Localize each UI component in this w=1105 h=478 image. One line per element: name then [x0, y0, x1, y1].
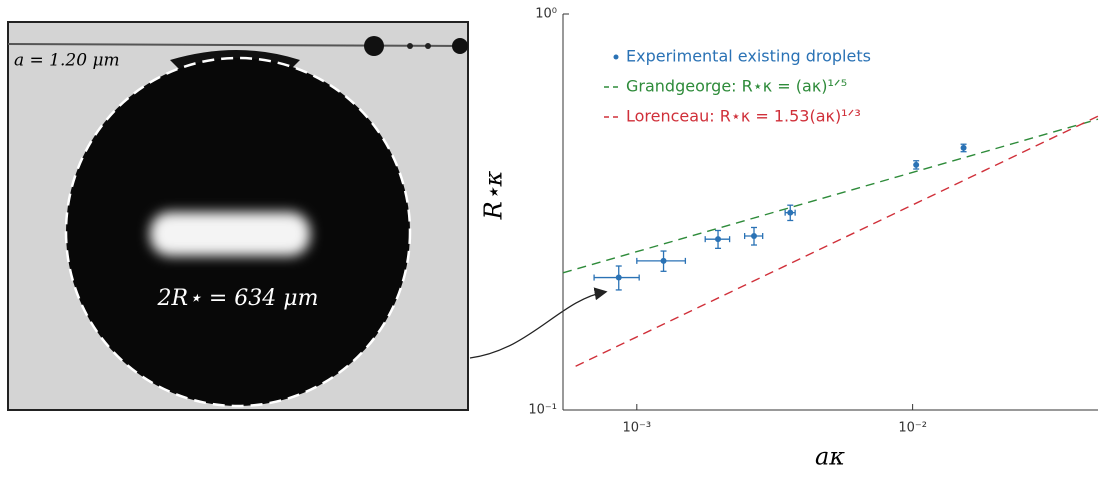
y-axis-label: R⋆κ — [480, 170, 508, 220]
data-point — [787, 209, 794, 216]
legend-label: Lorenceau: R⋆κ = 1.53(aκ)¹ᐟ³ — [626, 107, 861, 126]
data-point — [960, 144, 967, 151]
photo-annotation: a = 1.20 μm — [14, 51, 120, 71]
legend-label: Grandgeorge: R⋆κ = (aκ)¹ᐟ⁵ — [626, 77, 847, 96]
data-point — [660, 257, 667, 264]
legend-label: Experimental existing droplets — [626, 47, 871, 66]
fit-line — [562, 118, 1099, 274]
x-tick-label: 10⁻² — [898, 421, 927, 436]
fit-line — [575, 115, 1099, 367]
legend-marker — [613, 54, 619, 60]
photo-annotation: 2R⋆ = 634 μm — [157, 286, 319, 311]
data-point — [913, 161, 920, 168]
x-tick-label: 10⁻³ — [622, 421, 651, 436]
data-point — [715, 236, 722, 243]
y-tick-label: 10⁻¹ — [528, 403, 557, 418]
y-tick-label: 10⁰ — [535, 7, 557, 22]
data-point — [750, 233, 757, 240]
photo — [7, 21, 469, 411]
arrow — [469, 287, 608, 359]
x-axis-label: aκ — [815, 443, 845, 471]
data-point — [615, 274, 622, 281]
